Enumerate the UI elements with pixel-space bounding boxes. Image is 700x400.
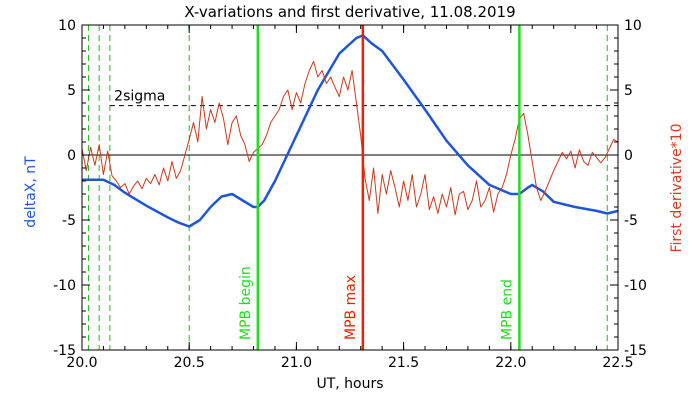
threshold-label: 2sigma <box>114 89 165 105</box>
x-tick-label: 20.5 <box>174 355 205 371</box>
y-tick-label-right: 10 <box>624 18 642 34</box>
marker-label-end: MPB end <box>499 279 515 340</box>
y-tick-label-left: -10 <box>53 278 76 294</box>
x-axis-label: UT, hours <box>316 376 383 392</box>
y-tick-label-left: 10 <box>58 18 76 34</box>
deltax-series-line <box>82 34 619 228</box>
y-tick-label-right: -15 <box>624 343 647 359</box>
y-tick-label-right: -5 <box>624 213 638 229</box>
plot-frame <box>81 24 619 351</box>
x-tick-label: 20.0 <box>66 355 97 371</box>
chart-title: X-variations and first derivative, 11.08… <box>184 3 515 21</box>
y-tick-label-left: 5 <box>67 83 76 99</box>
marker-label-max: MPB max <box>343 275 359 340</box>
y-tick-label-right: 5 <box>624 83 633 99</box>
y-tick-label-left: -15 <box>53 343 76 359</box>
derivative-series-line <box>81 60 619 216</box>
marker-label-begin: MPB begin <box>238 266 254 340</box>
y-tick-label-right: 0 <box>624 148 633 164</box>
y-axis-label-left: deltaX, nT <box>23 156 39 228</box>
y-axis-label-right: First derivative*10 <box>669 123 685 252</box>
y-tick-label-left: -5 <box>62 213 76 229</box>
x-tick-label: 21.5 <box>388 355 419 371</box>
x-tick-label: 22.5 <box>602 355 633 371</box>
y-tick-label-right: -10 <box>624 278 647 294</box>
x-tick-label: 21.0 <box>281 355 312 371</box>
y-tick-label-left: 0 <box>67 148 76 164</box>
x-tick-label: 22.0 <box>495 355 526 371</box>
plot-area: 2sigma MPB begin MPB max MPB end 20.0 20.5 21.… <box>53 18 647 371</box>
